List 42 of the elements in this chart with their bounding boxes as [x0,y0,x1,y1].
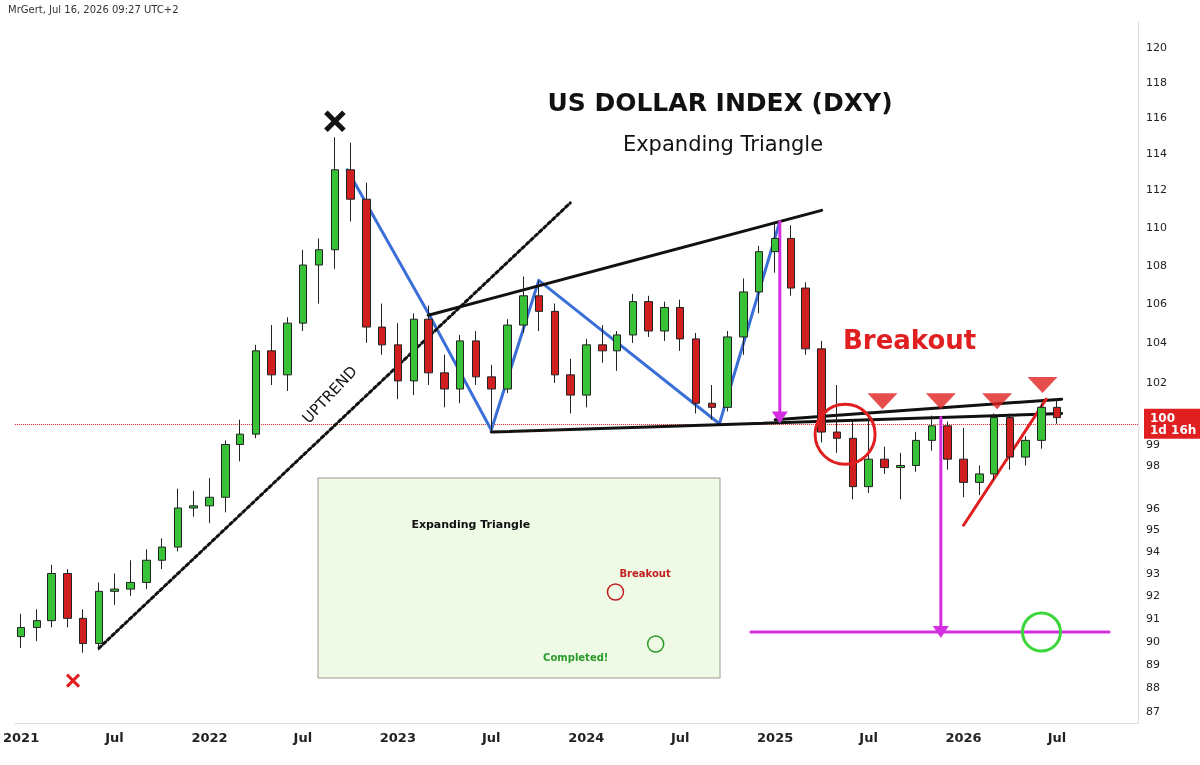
y-tick-label: 98 [1146,458,1160,472]
x-tick-label: Jul [1046,730,1067,745]
y-tick-label: 88 [1146,681,1160,695]
annotation: Breakout [843,325,977,356]
y-tick-label: 89 [1146,657,1160,671]
ref-line-label: 100 1d 16h [1150,410,1197,437]
x-tick-label: Jul [669,730,690,745]
x-tick-label: 2024 [568,730,605,745]
y-tick-label: 108 [1146,258,1167,272]
x-tick-label: 2021 [3,730,40,745]
y-tick-label: 93 [1146,567,1160,581]
text: Expanding Triangle [622,131,824,156]
y-tick-label: 106 [1146,297,1167,311]
y-tick-label: 96 [1146,501,1160,515]
x-tick-label: 2026 [945,730,982,745]
annotation: Expanding Triangle [411,518,531,531]
annotation: Breakout [619,568,671,580]
annotation: Completed! [543,652,609,664]
y-tick-label: 118 [1146,75,1167,89]
x-tick-label: Jul [481,730,501,745]
x-tick-label: Jul [292,730,313,745]
y-tick-label: 102 [1146,376,1167,390]
y-tick-label: 104 [1146,336,1167,350]
y-tick-label: 110 [1146,220,1167,234]
y-tick-label: 87 [1146,704,1160,718]
x-tick-label: 2022 [191,730,228,745]
x-tick-label: Jul [104,730,124,745]
text: US DOLLAR INDEX (DXY) [547,88,893,117]
text: MrGert, Jul 16, 2026 09:27 UTC+2 [8,4,179,16]
y-tick-label: 99 [1146,438,1160,452]
y-tick-label: 94 [1146,544,1160,558]
y-tick-label: 92 [1146,589,1160,603]
x-tick-label: 2023 [379,730,416,745]
y-tick-label: 114 [1146,146,1167,160]
y-tick-label: 116 [1146,111,1167,125]
y-tick-label: 95 [1146,523,1160,537]
y-tick-label: 112 [1146,183,1167,197]
x-tick-label: 2025 [757,730,794,745]
y-tick-label: 120 [1146,41,1167,55]
x-tick-label: Jul [858,730,878,745]
y-tick-label: 90 [1146,634,1160,648]
y-tick-label: 91 [1146,611,1160,625]
